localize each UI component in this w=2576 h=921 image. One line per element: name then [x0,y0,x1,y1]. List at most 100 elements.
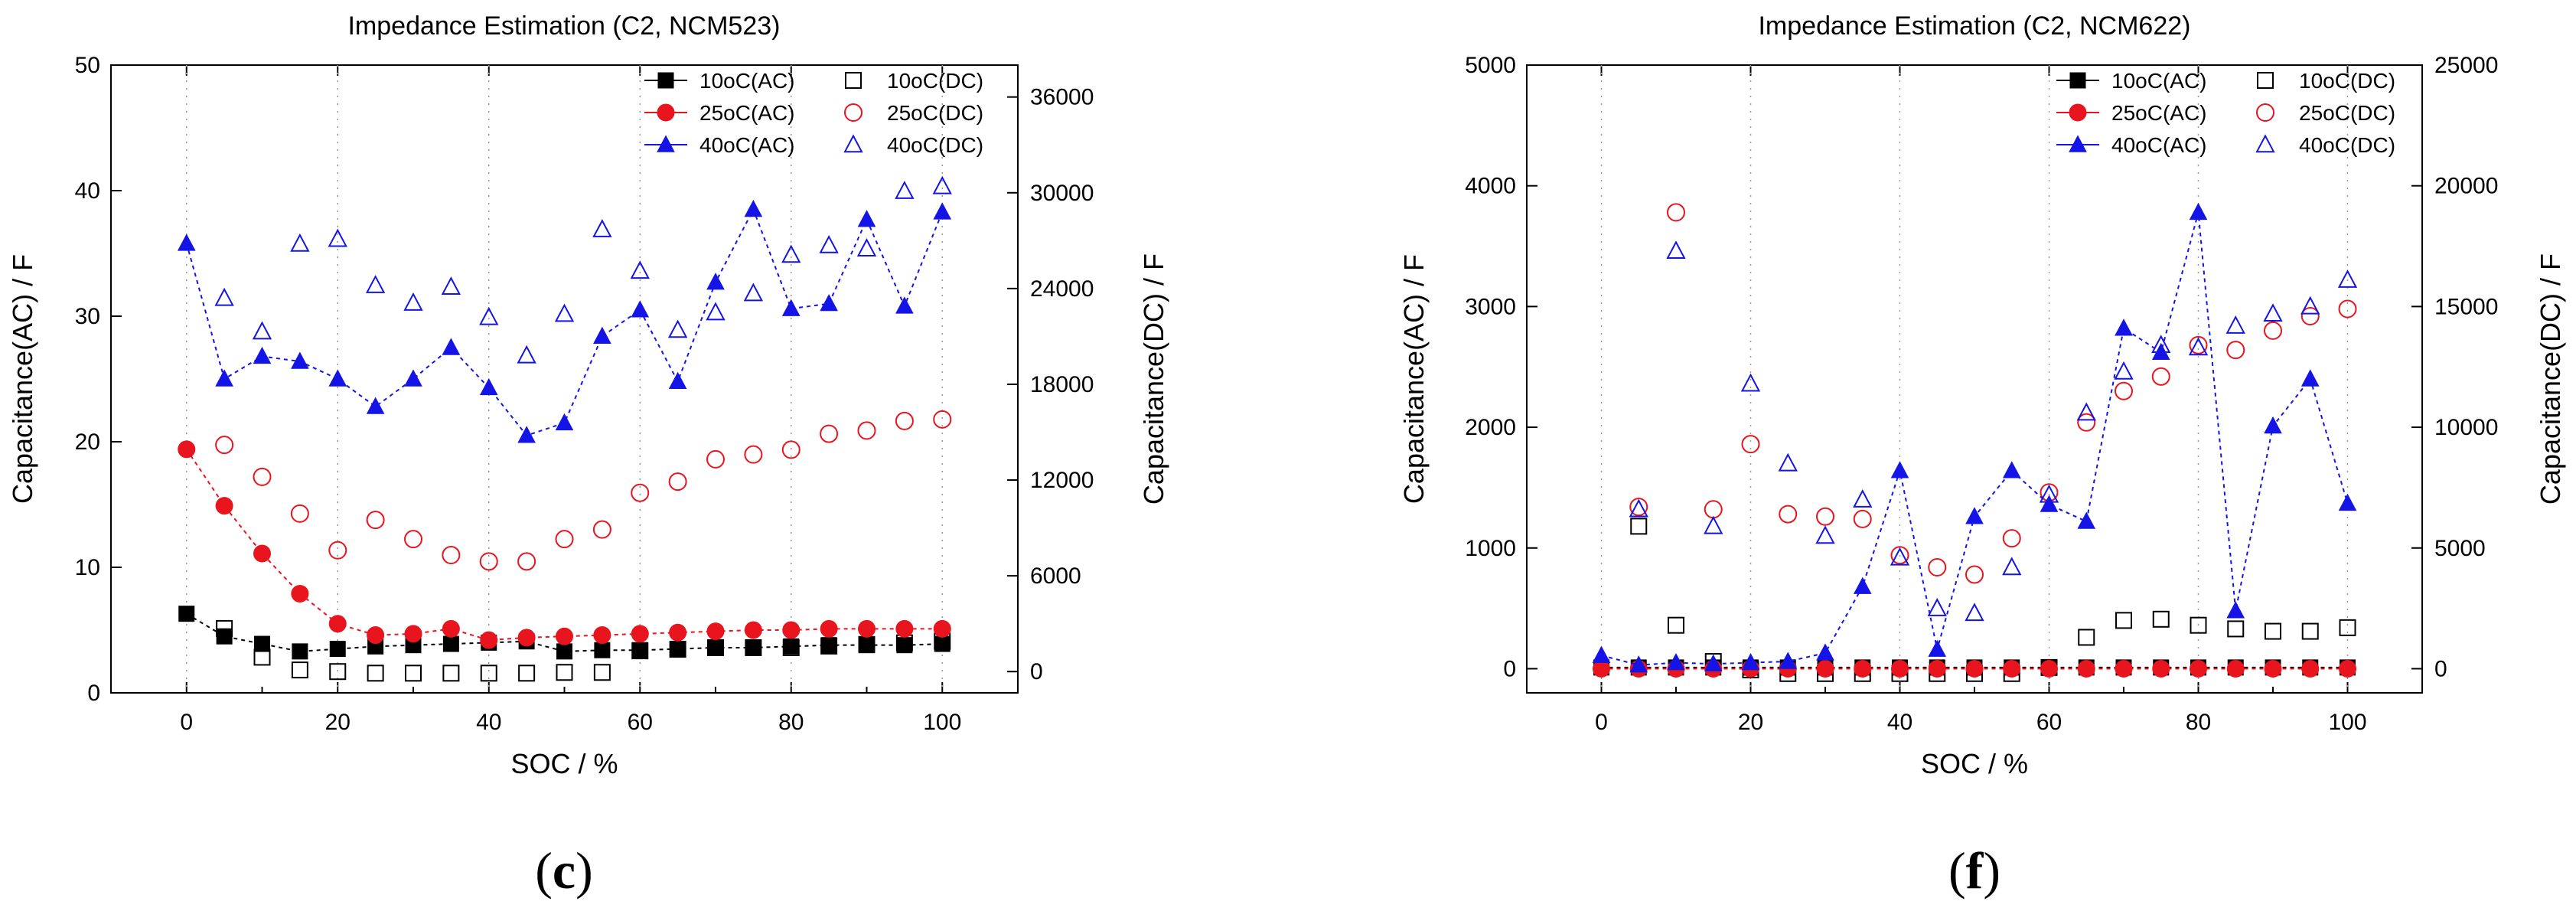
data-point-25oC(AC) [1965,659,1984,678]
legend-marker [657,103,675,122]
data-point-10oC(DC) [329,663,347,681]
data-point-25oC(AC) [933,619,951,638]
data-point-40oC(DC) [1965,603,1984,622]
data-point-40oC(DC) [2263,303,2283,322]
y-left-tick-label: 20 [75,429,100,455]
x-tick-label: 0 [1595,710,1608,735]
data-point-25oC(DC) [253,467,272,486]
data-point-40oC(DC) [1666,240,1686,260]
data-point-40oC(DC) [365,275,386,293]
data-point-25oC(DC) [1928,558,1947,576]
data-point-25oC(DC) [404,530,422,549]
data-point-25oC(DC) [2077,413,2096,432]
data-point-40oC(AC) [933,202,952,220]
data-point-40oC(AC) [517,426,536,443]
data-point-40oC(DC) [630,260,650,279]
y-left-tick-label: 50 [75,53,100,78]
data-point-10oC(AC) [594,642,611,658]
x-axis-label: SOC / % [510,748,618,779]
data-point-25oC(DC) [2151,367,2170,386]
data-point-25oC(AC) [178,440,196,459]
x-tick-label: 80 [778,710,804,735]
legend-label: 10oC(DC) [2299,69,2395,93]
data-point-40oC(DC) [1853,489,1873,508]
data-point-25oC(DC) [592,520,611,539]
data-point-25oC(AC) [2003,659,2021,678]
panel-label: (c) [535,841,593,900]
y-left-tick-label: 2000 [1465,415,1516,440]
data-point-10oC(AC) [442,635,459,652]
x-tick-label: 20 [325,710,351,735]
data-point-40oC(AC) [253,346,272,364]
data-point-40oC(DC) [1927,597,1947,616]
data-point-25oC(AC) [2226,659,2245,678]
data-point-25oC(DC) [2002,529,2021,548]
data-point-40oC(DC) [252,321,272,340]
legend-label: 25oC(DC) [2299,101,2395,125]
data-point-25oC(AC) [404,625,422,643]
x-axis-label: SOC / % [1921,748,2028,779]
legend-marker [2069,135,2087,152]
data-point-10oC(DC) [291,661,308,679]
data-point-10oC(AC) [745,639,761,656]
data-point-40oC(DC) [2337,269,2358,288]
data-point-40oC(DC) [1778,452,1798,472]
data-point-40oC(AC) [404,369,422,387]
data-point-25oC(DC) [744,445,763,464]
legend-label: 10oC(AC) [2111,69,2206,93]
data-point-10oC(DC) [1630,518,1648,535]
data-point-25oC(DC) [366,511,385,530]
y-left-axis-label: Capacitance(AC) / F [7,254,38,504]
data-point-25oC(AC) [858,619,876,638]
data-point-25oC(DC) [555,530,574,549]
panel-label: (f) [1948,841,2000,900]
data-point-40oC(AC) [895,296,914,314]
data-point-25oC(AC) [1854,659,1872,678]
legend-marker [2069,103,2087,122]
data-point-10oC(DC) [1668,616,1684,634]
data-point-25oC(DC) [517,552,536,571]
y-right-tick-label: 25000 [2434,53,2498,78]
x-tick-label: 20 [1738,710,1763,735]
y-left-tick-label: 1000 [1465,536,1516,561]
data-point-10oC(DC) [216,619,233,637]
data-point-25oC(DC) [1741,435,1760,454]
data-point-40oC(AC) [1965,507,1984,524]
data-point-40oC(DC) [2076,402,2096,421]
y-right-tick-label: 20000 [2434,174,2498,199]
data-point-25oC(AC) [2077,659,2095,678]
data-point-25oC(DC) [2338,299,2357,318]
y-right-tick-label: 24000 [1030,276,1094,302]
legend-marker [2257,72,2274,89]
data-point-25oC(DC) [442,546,461,565]
y-right-tick-label: 12000 [1030,468,1094,493]
data-point-25oC(AC) [480,631,498,649]
series-line-40oC(AC) [1601,212,2349,666]
data-point-40oC(AC) [1629,655,1648,673]
legend-label: 25oC(DC) [887,101,983,125]
data-point-40oC(AC) [2002,461,2021,478]
data-point-40oC(AC) [2189,202,2208,220]
data-point-40oC(DC) [214,287,234,306]
plot-frame [1526,64,2423,694]
data-point-40oC(AC) [2264,416,2282,434]
data-point-25oC(AC) [706,622,725,641]
data-point-40oC(DC) [441,276,461,295]
data-point-10oC(AC) [859,637,875,654]
data-point-25oC(DC) [895,411,914,430]
data-point-25oC(AC) [2264,659,2282,678]
data-point-25oC(AC) [895,619,914,638]
data-point-25oC(AC) [820,619,838,638]
y-right-tick-label: 30000 [1030,181,1094,206]
data-point-40oC(DC) [1890,547,1910,566]
data-point-40oC(AC) [706,273,725,290]
data-point-40oC(AC) [1779,652,1798,669]
data-point-25oC(DC) [631,483,650,502]
legend-marker [844,103,862,122]
data-point-10oC(DC) [2339,619,2356,636]
data-point-40oC(DC) [706,302,726,321]
data-point-25oC(AC) [1928,659,1946,678]
data-point-10oC(AC) [329,641,346,658]
x-tick-label: 60 [2036,710,2062,735]
data-point-40oC(DC) [517,345,536,364]
